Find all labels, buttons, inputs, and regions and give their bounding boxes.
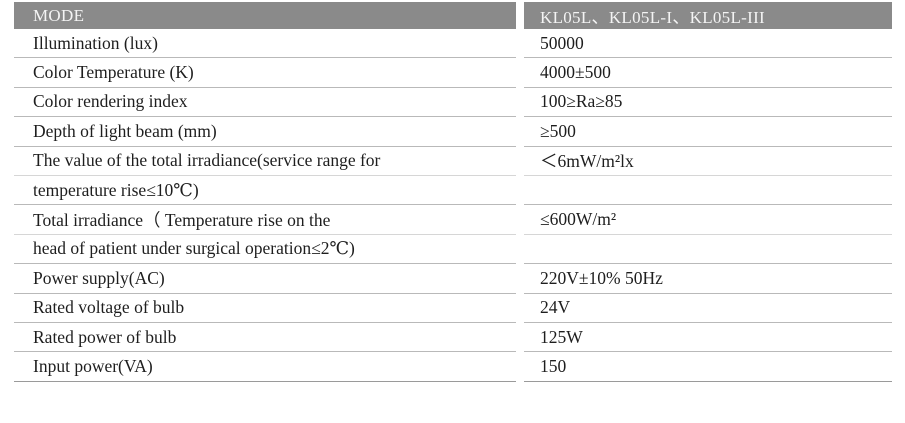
- value-cell: ＜6mW/m²lx: [524, 147, 892, 176]
- table-row: Rated voltage of bulb 24V: [14, 294, 892, 323]
- value-cell: 220V±10% 50Hz: [524, 264, 892, 294]
- value-cell: 50000: [524, 29, 892, 59]
- param-cell: Color rendering index: [14, 88, 516, 118]
- header-mode-label: MODE: [14, 2, 516, 29]
- value-cell: ≥500: [524, 117, 892, 147]
- param-cell: Power supply(AC): [14, 264, 516, 294]
- param-cell: head of patient under surgical operation…: [14, 235, 516, 265]
- table-row: Rated power of bulb 125W: [14, 323, 892, 353]
- header-model-names: KL05L、KL05L-I、KL05L-III: [524, 2, 892, 29]
- param-cell: Rated power of bulb: [14, 323, 516, 353]
- table-row: temperature rise≤10℃): [14, 176, 892, 206]
- param-cell: Color Temperature (K): [14, 58, 516, 88]
- table-row: Depth of light beam (mm) ≥500: [14, 117, 892, 147]
- value-cell: [524, 235, 892, 265]
- table-row: Color Temperature (K) 4000±500: [14, 58, 892, 88]
- table-row: The value of the total irradiance(servic…: [14, 147, 892, 176]
- value-cell: ≤600W/m²: [524, 205, 892, 235]
- table-row: Illumination (lux) 50000: [14, 29, 892, 59]
- table-row: head of patient under surgical operation…: [14, 235, 892, 265]
- value-cell: [524, 176, 892, 206]
- param-cell: The value of the total irradiance(servic…: [14, 147, 516, 176]
- param-cell: Depth of light beam (mm): [14, 117, 516, 147]
- table-row: Total irradiance（ Temperature rise on th…: [14, 205, 892, 235]
- param-cell: Input power(VA): [14, 352, 516, 382]
- value-cell: 150: [524, 352, 892, 382]
- param-cell: temperature rise≤10℃): [14, 176, 516, 206]
- value-cell: 125W: [524, 323, 892, 353]
- table-header-row: MODE KL05L、KL05L-I、KL05L-III: [14, 2, 892, 29]
- value-cell: 100≥Ra≥85: [524, 88, 892, 118]
- param-cell: Total irradiance（ Temperature rise on th…: [14, 205, 516, 235]
- table-row: Input power(VA) 150: [14, 352, 892, 382]
- value-cell: 24V: [524, 294, 892, 323]
- param-cell: Rated voltage of bulb: [14, 294, 516, 323]
- table-row: Color rendering index 100≥Ra≥85: [14, 88, 892, 118]
- spec-table: MODE KL05L、KL05L-I、KL05L-III Illuminatio…: [14, 2, 892, 382]
- value-cell: 4000±500: [524, 58, 892, 88]
- table-row: Power supply(AC) 220V±10% 50Hz: [14, 264, 892, 294]
- param-cell: Illumination (lux): [14, 29, 516, 59]
